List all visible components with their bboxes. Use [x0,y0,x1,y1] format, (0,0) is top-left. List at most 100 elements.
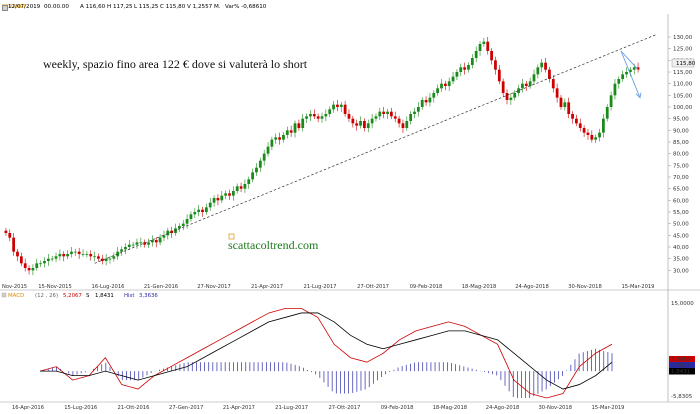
candle-body [151,240,154,243]
candle-body [416,107,420,112]
candle [239,182,243,193]
candle [54,252,58,263]
price-y-tick-label: 100,00 [673,105,693,111]
macd-hist-value: 3,3636 [139,293,158,299]
candle-body [613,83,617,96]
header-close: 115,80 [165,4,186,10]
candle-body [255,167,258,173]
macd-x-tick-label: 21-Ott-2016 [118,405,150,411]
candle-body [370,118,374,124]
candle-body [70,251,73,254]
candle [8,229,12,242]
candle [436,84,440,96]
candle [324,109,328,122]
candle [35,258,39,271]
candle [409,111,413,125]
candle [374,113,378,122]
macd-y-tick-label: 1,8431 [671,369,690,375]
candle-body [62,254,66,257]
price-y-tick-label: 60,00 [673,198,689,204]
macd-x-tick-label: 18-Mag-2018 [433,405,468,411]
candle [285,126,289,139]
candle-body [4,230,8,233]
candle-body [621,74,625,79]
candle-body [355,123,359,126]
candle [420,97,424,110]
candle [467,62,470,73]
candle-body [575,118,578,124]
candle [343,100,347,117]
candle [594,134,598,144]
candle [147,238,150,249]
candle-body [131,244,135,246]
macd-settings-icon[interactable] [1,292,7,298]
candle-body [328,109,332,114]
candle [347,109,351,123]
candle-body [540,62,544,68]
candle-body [343,104,347,114]
candle-body [347,114,351,119]
candle-body [120,249,123,252]
candle-body [636,67,640,70]
candle [81,249,85,257]
candle-body [594,137,598,140]
price-panel: 130,00125,00120,00115,00110,00105,00100,… [2,14,693,290]
candle-body [81,254,85,255]
candle-body [139,242,143,244]
candle-body [598,132,601,138]
candle-body [490,51,493,61]
candle-body [124,247,127,250]
candle-body [23,263,27,268]
candle [312,109,316,120]
candle [270,136,274,151]
candle [463,62,467,75]
candle-body [451,76,455,82]
candle-body [443,83,447,86]
candle-body [100,258,104,261]
candle-body [332,104,335,110]
candle [289,125,293,137]
comment-annotation: weekly, spazio fino area 122 € dove si v… [43,57,308,71]
candle-body [625,72,628,75]
candle-body [247,179,251,184]
candle [216,194,220,206]
candle [231,186,235,201]
candle-body [243,184,247,189]
candle-body [104,258,108,261]
candle [27,265,31,275]
candle-body [73,251,77,253]
macd-signal-label: S [86,293,90,299]
candle-body [204,207,208,212]
candle-body [467,65,470,70]
macd-y-tick-label: 3,3636 [671,363,691,369]
candle [212,195,216,207]
price-y-tick-label: 110,00 [673,82,693,88]
candle-body [571,114,574,119]
candle-body [93,256,96,258]
header-settings-icon[interactable] [2,5,8,11]
candle [470,54,474,69]
candle [258,157,262,172]
price-x-tick-label: 09-Feb-2018 [410,284,443,290]
price-y-tick-label: 70,00 [673,175,689,181]
candle-body [301,118,305,128]
candle [46,254,50,266]
header-low: 115,25 [138,4,159,10]
candle [305,113,308,123]
candle-body [297,123,301,128]
candle-body [386,111,389,114]
candle-body [474,51,478,58]
candle [575,114,578,127]
candle-body [478,44,482,51]
header-time: 00.00.00 [44,4,69,10]
candle-body [239,186,243,189]
candle-body [216,198,220,201]
candle-body [8,233,12,238]
candle [158,233,162,246]
candle [39,260,43,267]
price-x-tick-label: 21-Apr-2017 [251,284,283,290]
candle-body [420,100,424,107]
macd-y-label-bg [669,362,695,369]
